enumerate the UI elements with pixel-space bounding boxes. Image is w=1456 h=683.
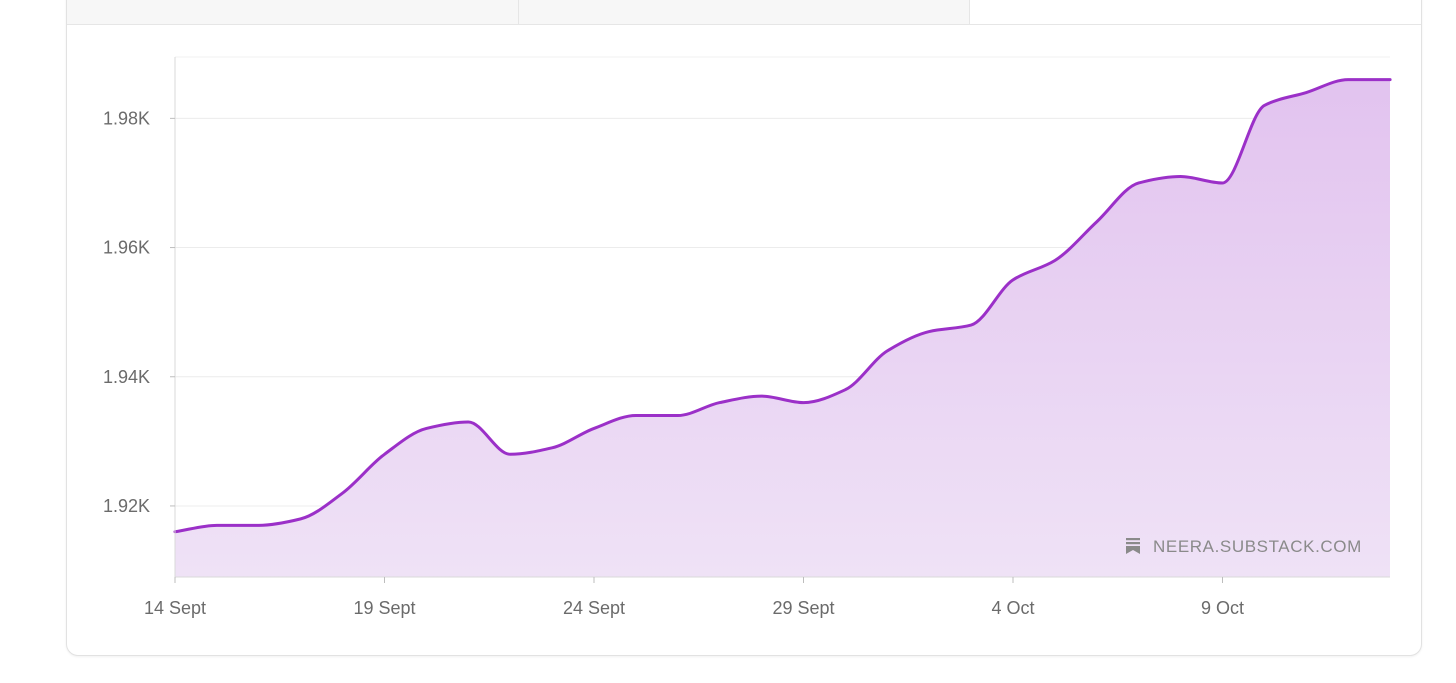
x-tick-label: 14 Sept <box>144 598 206 618</box>
series-area <box>175 79 1391 578</box>
tab-2[interactable] <box>518 0 971 25</box>
x-axis-ticks: 14 Sept 19 Sept 24 Sept 29 Sept 4 Oct 9 Oct <box>144 577 1244 618</box>
y-tick-label: 1.98K <box>103 108 150 128</box>
tab-bar <box>67 0 1421 26</box>
y-tick-label: 1.96K <box>103 238 150 258</box>
x-tick-label: 4 Oct <box>991 598 1034 618</box>
watermark: NEERA.SUBSTACK.COM <box>1126 537 1362 556</box>
y-tick-label: 1.94K <box>103 367 150 387</box>
x-tick-label: 29 Sept <box>772 598 834 618</box>
substack-bookmark-icon <box>1126 538 1140 554</box>
y-tick-label: 1.92K <box>103 496 150 516</box>
tab-3-active[interactable] <box>970 0 1421 25</box>
y-axis-ticks: 1.92K 1.94K 1.96K 1.98K <box>103 108 175 516</box>
watermark-text: NEERA.SUBSTACK.COM <box>1153 537 1362 556</box>
x-tick-label: 19 Sept <box>353 598 415 618</box>
x-tick-label: 9 Oct <box>1201 598 1244 618</box>
tab-1[interactable] <box>67 0 519 25</box>
axes <box>174 57 1390 578</box>
series-line <box>173 78 1392 534</box>
x-tick-label: 24 Sept <box>563 598 625 618</box>
